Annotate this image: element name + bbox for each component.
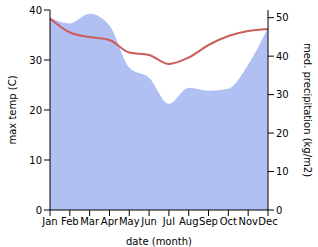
svg-text:20: 20 xyxy=(276,128,289,139)
svg-text:Aug: Aug xyxy=(179,216,199,227)
svg-text:Feb: Feb xyxy=(61,216,79,227)
svg-text:10: 10 xyxy=(276,166,289,177)
svg-text:Mar: Mar xyxy=(80,216,100,227)
svg-text:40: 40 xyxy=(29,5,42,16)
svg-text:0: 0 xyxy=(36,205,42,216)
svg-text:Jun: Jun xyxy=(140,216,157,227)
svg-text:med. precipitation (kg/m2): med. precipitation (kg/m2) xyxy=(302,43,310,177)
svg-text:40: 40 xyxy=(276,51,289,62)
svg-text:May: May xyxy=(119,216,140,227)
svg-text:30: 30 xyxy=(276,89,289,100)
svg-text:20: 20 xyxy=(29,105,42,116)
svg-text:10: 10 xyxy=(29,155,42,166)
svg-text:Dec: Dec xyxy=(258,216,277,227)
svg-text:date (month): date (month) xyxy=(126,236,192,247)
svg-text:Oct: Oct xyxy=(220,216,237,227)
svg-text:max temp (C): max temp (C) xyxy=(8,75,18,144)
svg-text:Jan: Jan xyxy=(41,216,57,227)
svg-text:Nov: Nov xyxy=(238,216,258,227)
svg-text:50: 50 xyxy=(276,12,289,23)
svg-text:0: 0 xyxy=(276,205,282,216)
svg-text:30: 30 xyxy=(29,55,42,66)
svg-text:Jul: Jul xyxy=(162,216,175,227)
svg-text:Apr: Apr xyxy=(101,216,119,227)
svg-text:Sep: Sep xyxy=(199,216,218,227)
